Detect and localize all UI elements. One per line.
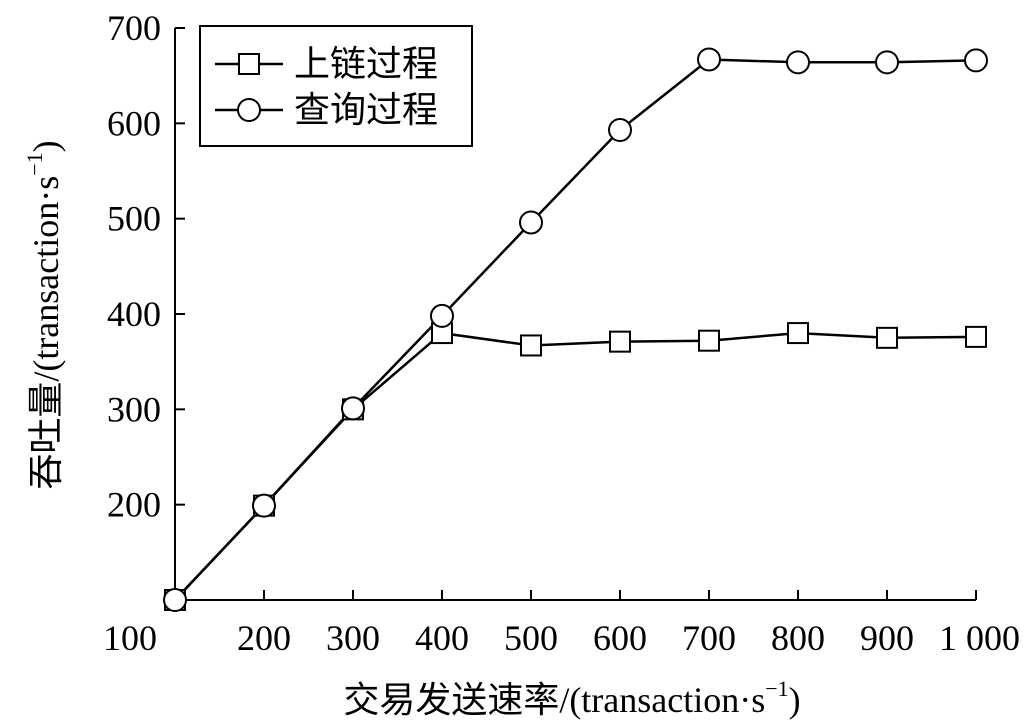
x-tick-label: 300 <box>326 618 380 658</box>
data-point-circle <box>341 396 365 421</box>
x-tick-label: 800 <box>771 618 825 658</box>
y-tick-label: 700 <box>107 8 161 48</box>
series-layer <box>163 47 988 612</box>
data-point-square <box>965 325 987 348</box>
legend-marker-circle <box>237 98 261 122</box>
y-tick-label: 600 <box>107 103 161 143</box>
y-tick-label: 500 <box>107 199 161 239</box>
data-point-square <box>520 334 542 357</box>
x-axis-title: 交易发送速率/(transaction·s−1) <box>343 676 800 720</box>
data-point-square <box>609 330 631 353</box>
x-ticks: 100 200 300 400 500 600 700 800 900 1 000 <box>103 590 1020 658</box>
legend-label: 查询过程 <box>294 90 438 130</box>
data-point-circle <box>252 493 276 518</box>
data-point-circle <box>608 118 632 143</box>
y-ticks: 200 300 400 500 600 700 <box>107 8 185 525</box>
legend-marker-square <box>238 53 260 75</box>
data-point-circle <box>163 588 187 612</box>
data-point-square <box>787 322 809 345</box>
data-point-square <box>876 326 898 349</box>
legend-box <box>199 25 473 147</box>
x-tick-label: 900 <box>860 618 914 658</box>
x-tick-label: 200 <box>237 618 291 658</box>
x-tick-label: 700 <box>682 618 736 658</box>
y-axis-title: 吞吐量/(transaction·s−1) <box>22 140 66 489</box>
data-point-circle <box>519 210 543 235</box>
series-line-square <box>174 331 977 601</box>
y-tick-label: 200 <box>107 485 161 525</box>
y-tick-label: 400 <box>107 294 161 334</box>
data-point-circle <box>430 303 454 328</box>
x-tick-label: 1 000 <box>939 618 1020 658</box>
x-tick-label: 500 <box>504 618 558 658</box>
data-point-square <box>698 329 720 352</box>
legend-label: 上链过程 <box>294 44 438 84</box>
y-tick-label: 300 <box>107 389 161 429</box>
data-point-circle <box>964 48 988 73</box>
x-tick-label: 400 <box>415 618 469 658</box>
data-point-circle <box>786 50 810 75</box>
x-tick-label: 600 <box>593 618 647 658</box>
data-point-circle <box>697 47 721 72</box>
data-point-circle <box>875 50 899 75</box>
x-tick-label: 100 <box>103 618 157 658</box>
